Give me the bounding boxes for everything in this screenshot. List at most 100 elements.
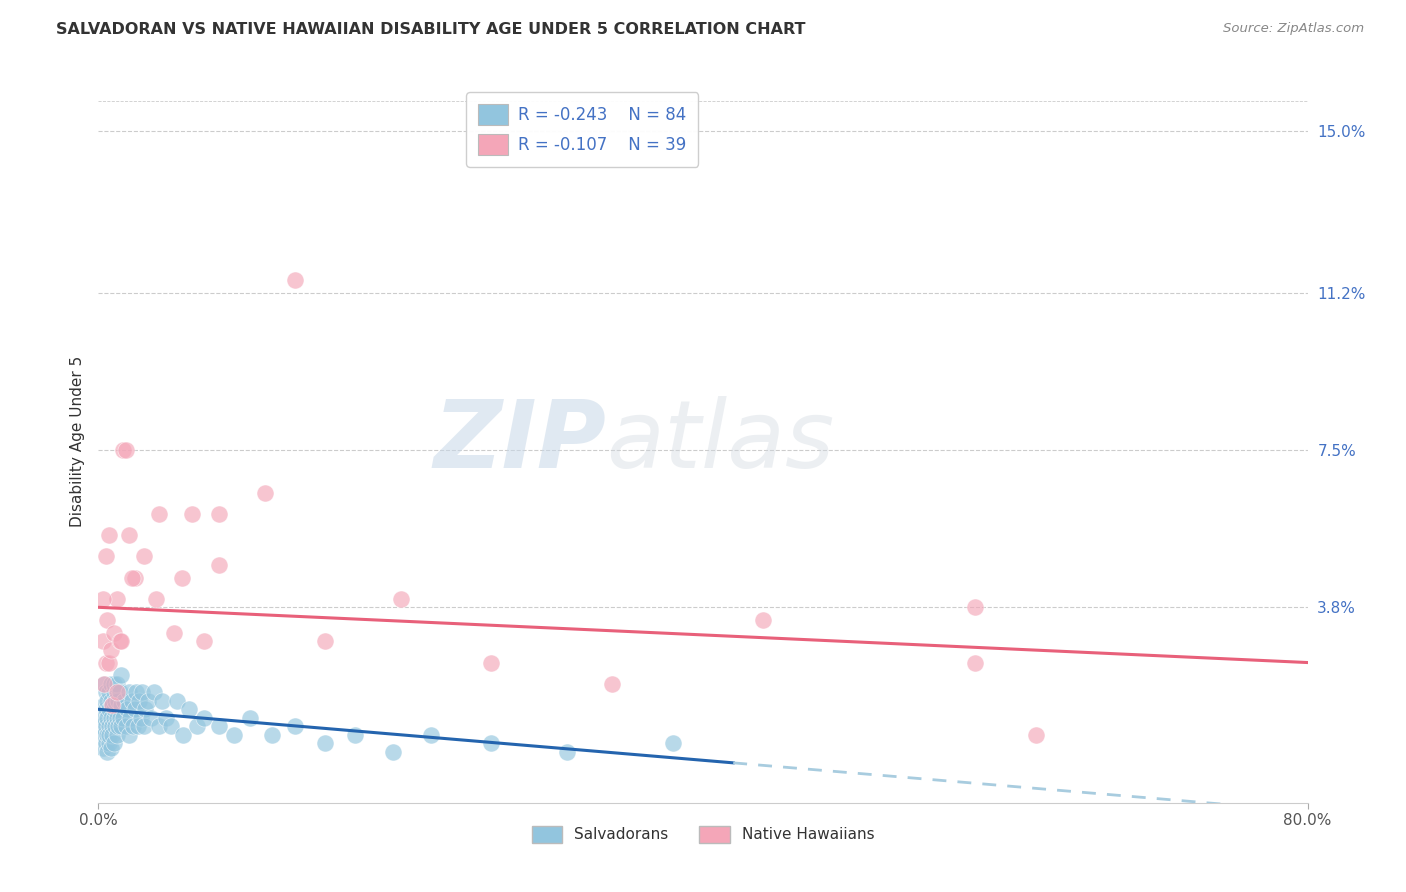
Point — [98, 719, 121, 733]
Point — [262, 728, 284, 742]
Point — [91, 634, 114, 648]
Point — [481, 736, 503, 750]
Point — [94, 656, 117, 670]
Point — [752, 613, 775, 627]
Point — [314, 634, 336, 648]
Point — [186, 719, 208, 733]
Point — [124, 702, 146, 716]
Point — [127, 719, 149, 733]
Point — [93, 677, 115, 691]
Point — [344, 728, 367, 742]
Point — [108, 685, 131, 699]
Point — [96, 694, 118, 708]
Point — [150, 694, 173, 708]
Point — [98, 685, 121, 699]
Point — [124, 570, 146, 584]
Point — [208, 719, 231, 733]
Point — [661, 736, 683, 750]
Point — [112, 694, 135, 708]
Point — [93, 698, 115, 712]
Point — [103, 677, 125, 691]
Point — [131, 685, 153, 699]
Point — [105, 711, 128, 725]
Point — [103, 685, 125, 699]
Legend: Salvadorans, Native Hawaiians: Salvadorans, Native Hawaiians — [526, 820, 880, 849]
Point — [1024, 728, 1046, 742]
Point — [101, 719, 124, 733]
Point — [103, 736, 125, 750]
Point — [101, 728, 124, 742]
Point — [134, 702, 156, 716]
Point — [103, 625, 125, 640]
Point — [224, 728, 246, 742]
Point — [145, 591, 167, 606]
Point — [143, 685, 166, 699]
Point — [98, 736, 121, 750]
Point — [105, 591, 128, 606]
Point — [96, 711, 118, 725]
Text: SALVADORAN VS NATIVE HAWAIIAN DISABILITY AGE UNDER 5 CORRELATION CHART: SALVADORAN VS NATIVE HAWAIIAN DISABILITY… — [56, 22, 806, 37]
Point — [170, 570, 193, 584]
Point — [105, 685, 128, 699]
Point — [114, 443, 136, 458]
Point — [148, 719, 170, 733]
Point — [94, 549, 117, 564]
Point — [132, 549, 155, 564]
Point — [93, 677, 115, 691]
Point — [965, 600, 987, 615]
Point — [122, 719, 145, 733]
Point — [110, 698, 132, 712]
Point — [208, 558, 231, 572]
Point — [110, 668, 132, 682]
Point — [111, 443, 134, 458]
Point — [555, 745, 578, 759]
Point — [118, 728, 141, 742]
Point — [602, 677, 624, 691]
Point — [965, 656, 987, 670]
Point — [108, 634, 131, 648]
Point — [108, 711, 131, 725]
Point — [179, 702, 201, 716]
Point — [103, 711, 125, 725]
Point — [239, 711, 262, 725]
Point — [136, 694, 159, 708]
Point — [100, 642, 122, 657]
Point — [96, 728, 118, 742]
Point — [103, 702, 125, 716]
Point — [94, 736, 117, 750]
Point — [100, 740, 122, 755]
Point — [181, 507, 204, 521]
Point — [98, 728, 121, 742]
Point — [132, 719, 155, 733]
Point — [104, 719, 127, 733]
Point — [110, 634, 132, 648]
Point — [98, 528, 121, 542]
Text: Source: ZipAtlas.com: Source: ZipAtlas.com — [1223, 22, 1364, 36]
Point — [118, 685, 141, 699]
Point — [118, 528, 141, 542]
Point — [208, 507, 231, 521]
Point — [163, 625, 186, 640]
Point — [96, 613, 118, 627]
Point — [101, 698, 124, 712]
Point — [253, 485, 276, 500]
Point — [166, 694, 188, 708]
Point — [105, 728, 128, 742]
Point — [125, 685, 148, 699]
Point — [155, 711, 177, 725]
Point — [128, 694, 150, 708]
Point — [114, 719, 136, 733]
Point — [120, 711, 142, 725]
Text: ZIP: ZIP — [433, 395, 606, 488]
Point — [91, 711, 114, 725]
Point — [160, 719, 183, 733]
Y-axis label: Disability Age Under 5: Disability Age Under 5 — [69, 356, 84, 527]
Point — [284, 273, 307, 287]
Point — [93, 728, 115, 742]
Point — [100, 677, 122, 691]
Point — [389, 591, 412, 606]
Point — [107, 719, 129, 733]
Point — [193, 711, 215, 725]
Point — [90, 719, 112, 733]
Point — [141, 711, 163, 725]
